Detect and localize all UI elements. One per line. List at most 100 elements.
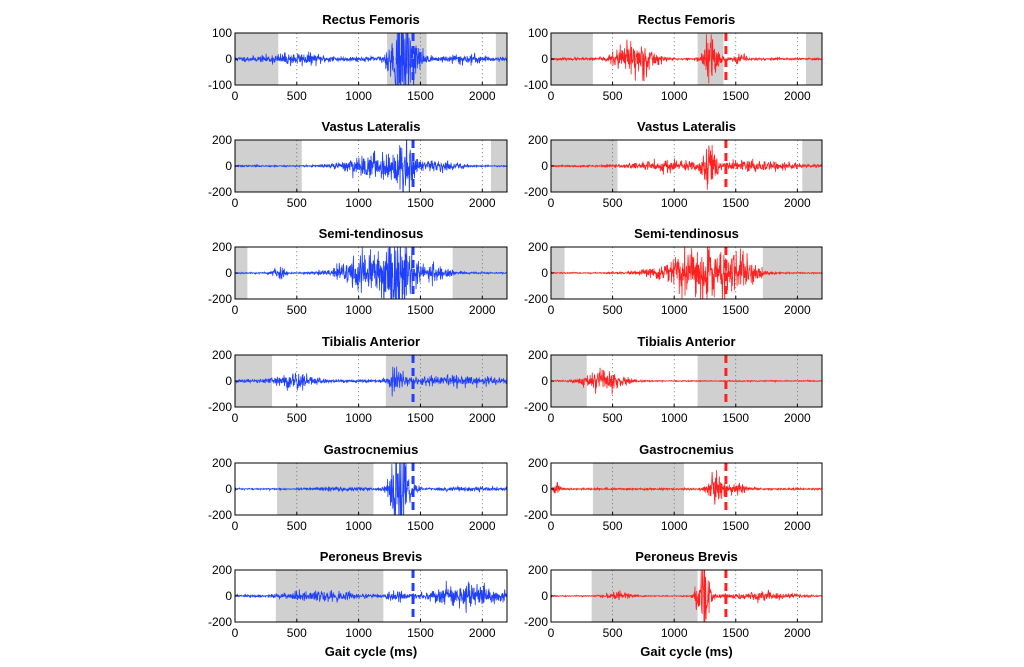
y-tick-label: 0 (541, 266, 548, 280)
x-tick-label: 0 (548, 411, 555, 425)
panel-title: Rectus Femoris (638, 12, 736, 27)
x-tick-label: 1000 (661, 411, 688, 425)
x-tick-label: 1500 (407, 303, 434, 317)
panel-title: Peroneus Brevis (635, 549, 738, 564)
x-tick-label: 0 (232, 626, 239, 640)
y-tick-label: 0 (225, 374, 232, 388)
y-tick-label: -200 (208, 292, 232, 306)
y-tick-label: -200 (524, 292, 548, 306)
x-tick-label: 1500 (407, 89, 434, 103)
x-tick-label: 500 (287, 196, 307, 210)
x-tick-label: 2000 (784, 303, 811, 317)
x-tick-label: 500 (287, 519, 307, 533)
x-tick-label: 0 (548, 89, 555, 103)
x-tick-label: 500 (287, 411, 307, 425)
x-tick-label: 1500 (722, 196, 749, 210)
y-tick-label: 0 (225, 482, 232, 496)
x-tick-label: 2000 (469, 519, 496, 533)
y-tick-label: 200 (212, 456, 232, 470)
x-tick-label: 500 (603, 519, 623, 533)
x-tick-label: 0 (232, 519, 239, 533)
panel-title: Rectus Femoris (322, 12, 420, 27)
panel-title: Semi-tendinosus (319, 226, 424, 241)
x-tick-label: 1000 (661, 303, 688, 317)
y-tick-label: 200 (212, 240, 232, 254)
x-tick-label: 1000 (345, 89, 372, 103)
y-tick-label: -200 (208, 185, 232, 199)
y-tick-label: -200 (208, 508, 232, 522)
x-tick-label: 1500 (722, 89, 749, 103)
y-tick-label: 200 (528, 456, 548, 470)
emg-signal-line (551, 470, 822, 505)
y-tick-label: 200 (528, 563, 548, 577)
x-tick-label: 0 (232, 411, 239, 425)
y-tick-label: 100 (212, 26, 232, 40)
x-tick-label: 500 (603, 303, 623, 317)
x-tick-label: 1500 (407, 519, 434, 533)
y-tick-label: -200 (208, 615, 232, 629)
y-tick-label: -200 (208, 400, 232, 414)
x-tick-label: 1500 (722, 411, 749, 425)
x-tick-label: 1500 (407, 626, 434, 640)
x-tick-label: 0 (548, 626, 555, 640)
y-tick-label: 200 (212, 348, 232, 362)
x-axis-label: Gait cycle (ms) (640, 644, 733, 659)
x-tick-label: 2000 (469, 196, 496, 210)
panel-title: Tibialis Anterior (637, 334, 735, 349)
x-tick-label: 500 (287, 626, 307, 640)
y-tick-label: 0 (541, 374, 548, 388)
x-tick-label: 0 (548, 519, 555, 533)
y-tick-label: -100 (208, 78, 232, 92)
y-tick-label: 0 (225, 159, 232, 173)
x-tick-label: 2000 (469, 626, 496, 640)
emg-signal-line (235, 33, 507, 85)
y-tick-label: 200 (528, 240, 548, 254)
x-tick-label: 1000 (345, 196, 372, 210)
emg-signal-line (551, 247, 822, 299)
y-tick-label: 0 (225, 589, 232, 603)
emg-signal-line (551, 145, 822, 190)
emg-signal-line (551, 570, 822, 622)
x-tick-label: 1500 (722, 626, 749, 640)
panel-title: Tibialis Anterior (322, 334, 420, 349)
y-tick-label: 200 (212, 563, 232, 577)
x-tick-label: 2000 (469, 89, 496, 103)
y-tick-label: 200 (212, 133, 232, 147)
x-tick-label: 1000 (345, 519, 372, 533)
x-tick-label: 1000 (661, 626, 688, 640)
y-tick-label: 0 (541, 482, 548, 496)
x-tick-label: 1000 (345, 303, 372, 317)
panel-title: Semi-tendinosus (634, 226, 739, 241)
x-tick-label: 1000 (661, 89, 688, 103)
x-tick-label: 1500 (722, 519, 749, 533)
x-tick-label: 2000 (784, 89, 811, 103)
panel-title: Vastus Lateralis (637, 119, 736, 134)
emg-signal-line (235, 140, 507, 192)
x-tick-label: 2000 (784, 626, 811, 640)
panel-title: Gastrocnemius (324, 442, 419, 457)
emg-signal-line (235, 580, 507, 614)
y-tick-label: 0 (225, 52, 232, 66)
x-tick-label: 500 (603, 626, 623, 640)
x-tick-label: 1000 (345, 411, 372, 425)
y-tick-label: 0 (541, 589, 548, 603)
emg-signal-line (235, 463, 507, 515)
y-tick-label: 100 (528, 26, 548, 40)
y-tick-label: 0 (541, 52, 548, 66)
panel-title: Gastrocnemius (639, 442, 734, 457)
x-tick-label: 1500 (407, 196, 434, 210)
x-tick-label: 0 (548, 303, 555, 317)
x-tick-label: 0 (232, 303, 239, 317)
x-tick-label: 500 (603, 196, 623, 210)
